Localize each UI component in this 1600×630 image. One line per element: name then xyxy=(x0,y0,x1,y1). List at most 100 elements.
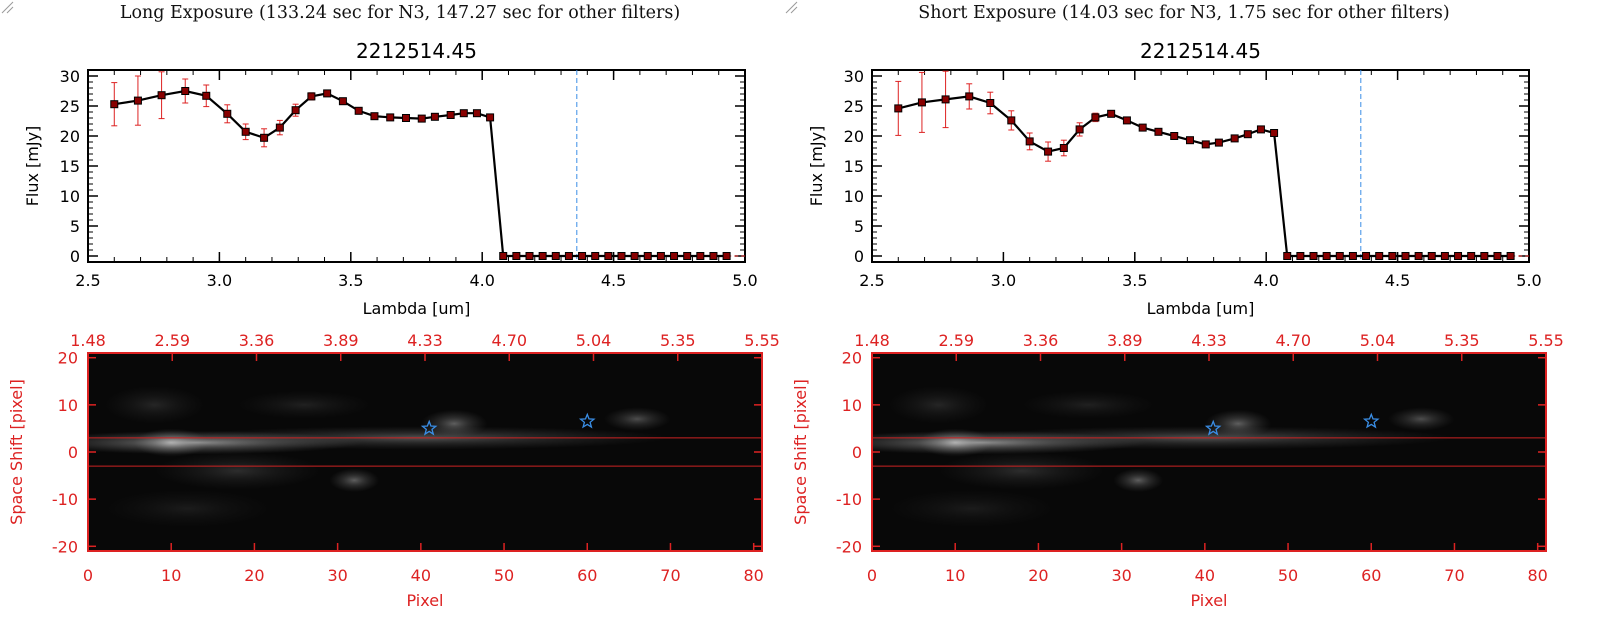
data-point xyxy=(1335,252,1344,260)
y-tick-label: 0 xyxy=(852,443,862,462)
long-exposure-panel: Long Exposure (133.24 sec for N3, 147.27… xyxy=(0,0,780,610)
data-point xyxy=(386,113,395,122)
data-point xyxy=(1322,252,1331,260)
emission-blob xyxy=(237,390,371,419)
x-tick-label: 20 xyxy=(244,566,264,585)
emission-blob xyxy=(938,452,1105,490)
top-tick-label: 3.89 xyxy=(1107,331,1143,350)
image-emission xyxy=(872,386,1455,528)
data-point xyxy=(709,252,718,260)
data-point xyxy=(157,91,166,100)
x-tick-label: 40 xyxy=(411,566,431,585)
emission-blob xyxy=(154,452,321,490)
top-tick-label: 4.70 xyxy=(1275,331,1311,350)
x-axis-label: Lambda [um] xyxy=(1147,299,1255,318)
data-point xyxy=(370,112,379,121)
x-tick-label: 70 xyxy=(1444,566,1464,585)
y-tick-label: 5 xyxy=(854,217,864,236)
y-tick-label: 15 xyxy=(60,157,80,176)
data-point xyxy=(1122,116,1131,125)
y-tick-label: 0 xyxy=(68,443,78,462)
top-tick-label: 1.48 xyxy=(854,331,890,350)
x-tick-label: 50 xyxy=(494,566,514,585)
emission-blob xyxy=(104,489,272,528)
emission-blob xyxy=(1021,390,1155,419)
y-tick-label: -20 xyxy=(836,537,862,556)
y-axis-label: Space Shift [pixel] xyxy=(791,379,810,525)
data-point xyxy=(1170,132,1179,140)
x-tick-label: 5.0 xyxy=(1516,271,1541,290)
data-point xyxy=(338,97,347,106)
data-point xyxy=(1230,134,1239,143)
y-tick-label: 5 xyxy=(70,217,80,236)
resize-grip-icon[interactable] xyxy=(784,0,798,14)
data-point xyxy=(459,109,468,118)
y-tick-label: 30 xyxy=(60,67,80,86)
data-point xyxy=(578,252,587,260)
top-tick-label: 4.33 xyxy=(407,331,443,350)
data-point xyxy=(1388,252,1397,260)
star-marker xyxy=(578,412,596,429)
emission-blob xyxy=(1204,409,1272,438)
data-point xyxy=(1091,113,1100,122)
top-tick-label: 4.70 xyxy=(491,331,527,350)
long-exposure-figure: 2212514.45 2.5 3.0 3.5 4.0 4.5 5.0 0 5 10 15 20 25 30… xyxy=(7,39,780,610)
data-point xyxy=(551,252,560,260)
x-tick-label: 60 xyxy=(1361,566,1381,585)
x-tick-label: 3.0 xyxy=(991,271,1016,290)
x-tick-label: 0 xyxy=(83,566,93,585)
x-tick-label: 2.5 xyxy=(859,271,884,290)
data-point xyxy=(1107,109,1116,118)
y-tick-label: 10 xyxy=(844,187,864,206)
top-tick-label: 5.04 xyxy=(1360,331,1396,350)
y-axis-label: Flux [mJy] xyxy=(807,126,826,207)
top-tick-label: 2.59 xyxy=(938,331,974,350)
data-point xyxy=(275,123,284,132)
data-point xyxy=(241,127,250,136)
x-tick-label: 20 xyxy=(1028,566,1048,585)
data-point xyxy=(1296,252,1305,260)
y-tick-label: 20 xyxy=(844,127,864,146)
x-tick-label: 3.0 xyxy=(207,271,232,290)
y-tick-label: 20 xyxy=(842,349,862,368)
y-tick-label: -10 xyxy=(836,490,862,509)
exposure-title: Long Exposure (133.24 sec for N3, 147.27… xyxy=(119,3,681,23)
data-point xyxy=(1270,129,1279,137)
data-point xyxy=(941,95,950,104)
x-tick-label: 3.5 xyxy=(338,271,363,290)
data-point xyxy=(291,106,300,115)
resize-grip-icon[interactable] xyxy=(0,0,14,14)
data-point xyxy=(181,87,190,95)
x-tick-label: 60 xyxy=(577,566,597,585)
x-tick-label: 4.5 xyxy=(1385,271,1410,290)
plot-title: 2212514.45 xyxy=(356,39,477,63)
y-axis-label: Flux [mJy] xyxy=(23,126,42,207)
data-point xyxy=(1025,137,1034,146)
top-tick-label: 3.36 xyxy=(1023,331,1059,350)
data-point xyxy=(525,252,534,260)
data-point xyxy=(656,252,665,260)
data-point xyxy=(1044,147,1053,156)
data-point xyxy=(683,252,692,260)
data-point xyxy=(307,92,316,101)
top-tick-label: 5.04 xyxy=(576,331,612,350)
data-point xyxy=(110,100,119,109)
data-point xyxy=(354,106,363,115)
x-tick-label: 80 xyxy=(743,566,763,585)
y-axis-label: Space Shift [pixel] xyxy=(7,379,26,525)
emission-blob xyxy=(104,386,205,424)
top-tick-label: 2.59 xyxy=(154,331,190,350)
emission-blob xyxy=(603,407,671,431)
data-point xyxy=(133,96,142,105)
plot-frame xyxy=(87,69,746,263)
y-tick-label: -10 xyxy=(52,490,78,509)
data-point xyxy=(1401,252,1410,260)
data-point xyxy=(630,252,639,260)
data-point xyxy=(1007,116,1016,125)
data-point xyxy=(1362,252,1371,260)
data-point xyxy=(223,109,232,118)
y-tick-label: 0 xyxy=(70,247,80,266)
data-point xyxy=(1348,252,1357,260)
data-point xyxy=(1201,140,1210,149)
y-tick-label: 15 xyxy=(844,157,864,176)
